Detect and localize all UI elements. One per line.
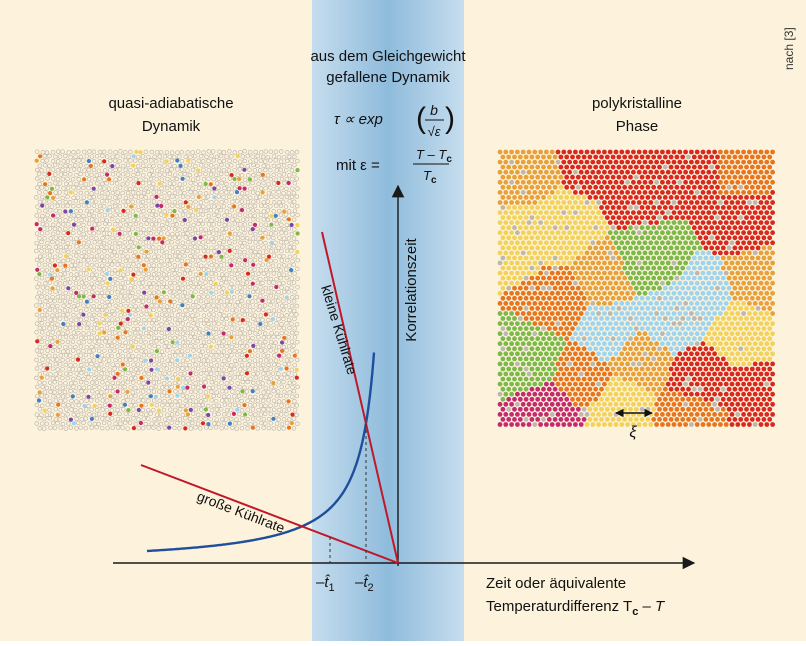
center-title-line2: gefallene Dynamik [326,69,450,86]
right-title-line1: polykristalline [592,95,682,112]
x-axis-label-line1: Zeit oder äquivalente [486,575,626,592]
epsilon-formula-lhs: mit ε = [336,157,380,174]
tau-formula-numerator: b [430,102,438,118]
paren-open: ( [416,102,426,135]
tau-formula-lhs: τ ∝ exp [334,111,383,128]
tau-formula-denominator: √ε [428,124,441,139]
correlation-length-label: ξ [629,424,637,441]
left-title-line2: Dynamik [142,118,201,135]
source-credit: nach [3] [782,27,796,70]
left-title-line1: quasi-adiabatische [108,95,233,112]
paren-close: ) [445,102,455,135]
y-axis-label: Korrelationszeit [403,237,420,341]
center-title-line1: aus dem Gleichgewicht [310,48,466,65]
right-title-line2: Phase [616,118,659,135]
